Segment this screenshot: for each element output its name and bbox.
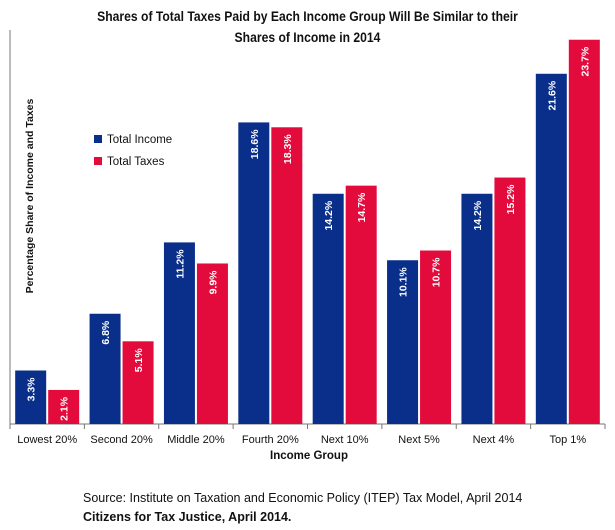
x-tick-label-middle-20: Middle 20% <box>167 434 225 446</box>
bar-total-taxes-fourth-20 <box>271 127 303 425</box>
bar-total-taxes-middle-20 <box>196 263 228 424</box>
data-label-total-taxes-top-1: 23.7% <box>579 46 591 76</box>
x-tick-label-second-20: Second 20% <box>90 434 153 446</box>
data-label-total-taxes-next-10: 14.7% <box>356 192 368 222</box>
x-ticks-group <box>9 424 606 429</box>
data-label-total-income-lowest-20: 3.3% <box>26 377 38 402</box>
data-label-total-taxes-middle-20: 9.9% <box>207 270 219 295</box>
data-label-total-taxes-lowest-20: 2.1% <box>59 396 71 421</box>
data-label-total-taxes-fourth-20: 18.3% <box>282 134 294 164</box>
x-tick-label-next-4: Next 4% <box>473 434 515 446</box>
citation-note: Citizens for Tax Justice, April 2014. <box>83 510 292 524</box>
x-tick-label-next-10: Next 10% <box>321 434 369 446</box>
data-label-total-taxes-second-20: 5.1% <box>133 348 145 373</box>
bar-total-taxes-lowest-20 <box>48 389 80 424</box>
bar-total-income-next-5 <box>387 260 419 424</box>
bar-total-taxes-next-10 <box>345 185 377 424</box>
bar-total-taxes-next-4 <box>494 177 526 424</box>
bar-total-income-top-1 <box>535 73 567 425</box>
x-tick-label-lowest-20: Lowest 20% <box>17 434 77 446</box>
data-label-total-income-next-10: 14.2% <box>323 200 335 230</box>
x-axis-label: Income Group <box>270 450 348 462</box>
data-label-total-income-second-20: 6.8% <box>100 320 112 345</box>
bar-total-taxes-next-5 <box>420 250 452 424</box>
data-label-total-income-fourth-20: 18.6% <box>249 129 261 159</box>
bar-total-income-next-4 <box>461 193 493 424</box>
source-note: Source: Institute on Taxation and Econom… <box>83 491 523 505</box>
bar-total-income-next-10 <box>312 193 344 424</box>
legend-swatch-total-income <box>94 135 102 143</box>
bar-total-income-lowest-20 <box>15 370 47 424</box>
y-axis-label: Percentage Share of Income and Taxes <box>24 98 36 293</box>
x-tick-label-next-5: Next 5% <box>398 434 440 446</box>
x-tick-label-fourth-20: Fourth 20% <box>242 434 299 446</box>
data-label-total-income-next-5: 10.1% <box>398 267 410 297</box>
bar-total-income-second-20 <box>89 313 121 424</box>
x-tick-label-top-1: Top 1% <box>549 434 586 446</box>
data-label-total-taxes-next-4: 15.2% <box>505 184 517 214</box>
legend-label-total-taxes: Total Taxes <box>107 156 165 168</box>
data-label-total-taxes-next-5: 10.7% <box>431 257 443 287</box>
bar-total-income-middle-20 <box>163 242 195 424</box>
legend: Total Income Total Taxes <box>94 134 172 168</box>
data-label-total-income-middle-20: 11.2% <box>174 249 186 279</box>
chart-title-line-2: Shares of Income in 2014 <box>234 30 381 45</box>
data-label-total-income-next-4: 14.2% <box>472 200 484 230</box>
bar-labels-group: 3.3% 2.1% 6.8% 5.1% 11.2% 9.9% 18.6% 18.3% 14.2%… <box>26 46 592 421</box>
data-label-total-income-top-1: 21.6% <box>546 80 558 110</box>
legend-swatch-total-taxes <box>94 157 102 165</box>
bars-group <box>15 39 600 425</box>
chart-title: Shares of Total Taxes Paid by Each Incom… <box>31 6 585 48</box>
bar-total-taxes-second-20 <box>122 341 154 424</box>
chart-title-line-1: Shares of Total Taxes Paid by Each Incom… <box>97 9 518 24</box>
bar-total-income-fourth-20 <box>238 122 270 425</box>
bar-total-taxes-top-1 <box>568 39 600 424</box>
x-tick-labels-group: Lowest 20% Second 20% Middle 20% Fourth 20%… <box>17 434 586 446</box>
legend-label-total-income: Total Income <box>107 134 172 146</box>
